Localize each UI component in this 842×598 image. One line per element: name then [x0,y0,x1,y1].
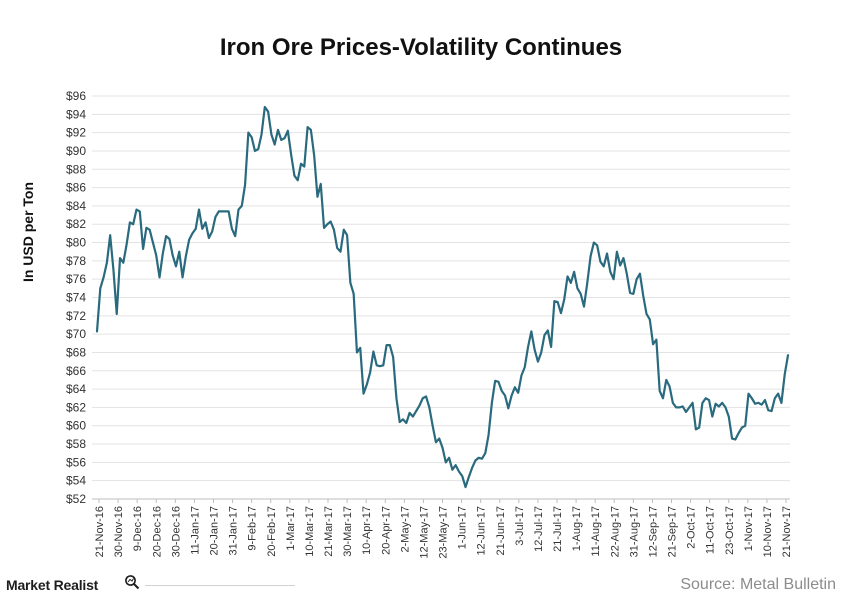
x-tick-label: 30-Dec-16 [170,506,182,557]
x-tick-label: 20-Dec-16 [151,506,163,557]
y-tick-label: $62 [66,400,86,414]
y-tick-label: $94 [66,107,86,121]
x-tick-label: 21-Jul-17 [552,506,564,552]
x-tick-label: 10-Apr-17 [361,506,373,555]
y-tick-label: $58 [66,437,86,451]
x-tick-label: 21-Jun-17 [495,506,507,556]
y-tick-label: $84 [66,199,86,213]
y-tick-label: $74 [66,291,86,305]
y-tick-label: $66 [66,364,86,378]
x-tick-label: 12-Sep-17 [647,506,659,557]
y-tick-label: $88 [66,162,86,176]
x-tick-label: 2-May-17 [399,506,411,552]
x-tick-label: 10-Mar-17 [304,506,316,557]
x-tick-label: 1-Nov-17 [743,506,755,551]
brand-logo-text: Market Realist [6,577,99,593]
x-tick-label: 3-Jul-17 [514,506,526,546]
x-tick-label: 20-Jan-17 [209,506,221,556]
x-tick-label: 22-Aug-17 [609,506,621,557]
magnifier-icon [125,575,140,590]
x-tick-label: 1-Mar-17 [285,506,297,551]
y-tick-label: $82 [66,217,86,231]
x-tick-label: 9-Feb-17 [247,506,259,551]
x-tick-label: 21-Nov-16 [94,506,106,557]
y-tick-label: $96 [66,89,86,103]
source-note: Source: Metal Bulletin [680,576,836,593]
x-tick-label: 31-Aug-17 [628,506,640,557]
x-tick-label: 21-Mar-17 [323,506,335,557]
x-tick-label: 1-Aug-17 [571,506,583,551]
x-tick-label: 12-May-17 [418,506,430,559]
x-tick-label: 30-Nov-16 [113,506,125,557]
x-tick-label: 1-Jun-17 [457,506,469,549]
y-tick-label: $56 [66,455,86,469]
price-series-line [95,105,790,489]
x-tick-label: 31-Jan-17 [228,506,240,556]
x-tick-label: 11-Oct-17 [705,506,717,554]
x-tick-label: 9-Dec-16 [132,506,144,551]
x-tick-label: 23-May-17 [438,506,450,559]
chart-title: Iron Ore Prices-Volatility Continues [219,34,623,61]
y-tick-label: $78 [66,254,86,268]
y-tick-label: $86 [66,181,86,195]
x-tick-label: 11-Jan-17 [189,506,201,555]
footer-divider [145,585,295,586]
gridlines [92,95,790,500]
x-tick-label: 10-Nov-17 [762,506,774,557]
x-tick-label: 12-Jun-17 [476,506,488,556]
y-tick-label: $64 [66,382,86,396]
x-tick-label: 21-Nov-17 [781,506,793,557]
x-axis-ticks: 21-Nov-16 30-Nov-16 9-Dec-16 20-Dec-16 30-De… [94,499,793,559]
y-tick-label: $72 [66,309,86,323]
y-tick-label: $90 [66,144,86,158]
x-tick-label: 30-Mar-17 [342,506,354,557]
y-tick-label: $60 [66,419,86,433]
y-axis-ticks: $52 $54 $56 $58 $60 $62 $64 $66 $68 $70 $72 $74 $76 $… [66,89,86,506]
y-tick-label: $52 [66,492,86,506]
x-tick-label: 23-Oct-17 [724,506,736,555]
x-tick-label: 12-Jul-17 [533,506,545,552]
x-tick-label: 20-Apr-17 [380,506,392,555]
y-tick-label: $92 [66,126,86,140]
y-tick-label: $80 [66,236,86,250]
x-tick-label: 2-Oct-17 [686,506,698,549]
y-tick-label: $68 [66,345,86,359]
y-tick-label: $54 [66,474,86,488]
x-tick-label: 21-Sep-17 [667,506,679,557]
x-tick-label: 20-Feb-17 [266,506,278,557]
x-tick-label: 11-Aug-17 [590,506,602,557]
y-tick-label: $70 [66,327,86,341]
y-tick-label: $76 [66,272,86,286]
